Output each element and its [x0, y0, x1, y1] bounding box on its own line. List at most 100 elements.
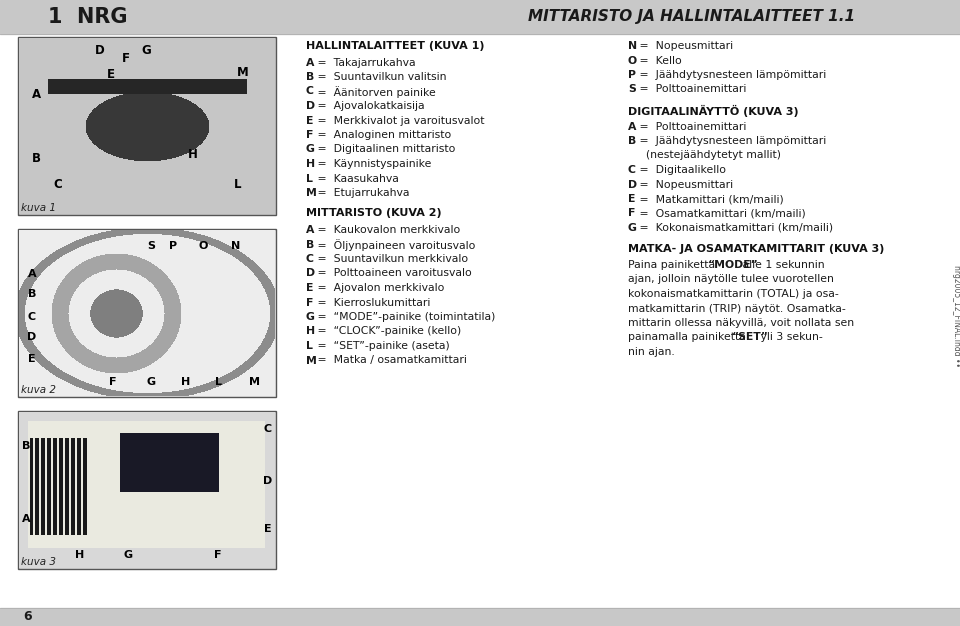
Text: P: P — [628, 70, 636, 80]
Text: =  Digitaalinen mittaristo: = Digitaalinen mittaristo — [314, 145, 455, 155]
Text: MITTARISTO JA HALLINTALAITTEET 1.1: MITTARISTO JA HALLINTALAITTEET 1.1 — [528, 9, 855, 24]
Text: kuva 1: kuva 1 — [21, 203, 56, 213]
Text: MATKA- JA OSAMATKAMITTARIT (KUVA 3): MATKA- JA OSAMATKAMITTARIT (KUVA 3) — [628, 244, 884, 254]
Text: A: A — [22, 514, 31, 524]
Text: “MODE”: “MODE” — [708, 260, 758, 270]
Text: =  Matkamittari (km/maili): = Matkamittari (km/maili) — [636, 194, 783, 204]
Text: F: F — [109, 377, 117, 387]
Text: kokonaismatkamittarin (TOTAL) ja osa-: kokonaismatkamittarin (TOTAL) ja osa- — [628, 289, 839, 299]
Text: M: M — [250, 377, 260, 387]
Text: O: O — [199, 241, 207, 251]
Text: E: E — [28, 354, 36, 364]
Text: =  Merkkivalot ja varoitusvalot: = Merkkivalot ja varoitusvalot — [314, 116, 485, 125]
Text: G: G — [306, 145, 315, 155]
Text: G: G — [628, 223, 636, 233]
Bar — [18, 411, 276, 569]
Text: C: C — [264, 424, 272, 434]
Text: F: F — [628, 208, 636, 218]
Text: N: N — [231, 241, 241, 251]
Text: “SET”: “SET” — [732, 332, 768, 342]
Text: B: B — [32, 153, 40, 165]
Text: B: B — [628, 136, 636, 146]
Text: H: H — [306, 159, 315, 169]
Text: C: C — [54, 178, 62, 192]
Text: D: D — [263, 476, 273, 486]
Text: B: B — [306, 72, 314, 82]
Text: E: E — [306, 283, 313, 293]
Text: alle 1 sekunnin: alle 1 sekunnin — [739, 260, 825, 270]
Text: =  Suuntavilkun valitsin: = Suuntavilkun valitsin — [314, 72, 446, 82]
Text: P: P — [169, 241, 177, 251]
Text: H: H — [76, 550, 84, 560]
Text: =  Jäähdytysnesteen lämpömittari: = Jäähdytysnesteen lämpömittari — [636, 136, 827, 146]
Text: =  Kaukovalon merkkivalo: = Kaukovalon merkkivalo — [314, 225, 460, 235]
Text: mittarin ollessa näkyvillä, voit nollata sen: mittarin ollessa näkyvillä, voit nollata… — [628, 318, 854, 328]
Text: M: M — [237, 66, 249, 78]
Text: A: A — [28, 269, 36, 279]
Text: B: B — [28, 289, 36, 299]
Text: L: L — [214, 377, 222, 387]
Text: nin ajan.: nin ajan. — [628, 347, 675, 357]
Text: =  Analoginen mittaristo: = Analoginen mittaristo — [314, 130, 451, 140]
Text: G: G — [124, 550, 132, 560]
Text: =  Polttoainemittari: = Polttoainemittari — [636, 85, 746, 95]
Text: =  Jäähdytysnesteen lämpömittari: = Jäähdytysnesteen lämpömittari — [636, 70, 827, 80]
Text: G: G — [306, 312, 315, 322]
Text: B: B — [22, 441, 30, 451]
Text: =  “CLOCK”-painike (kello): = “CLOCK”-painike (kello) — [314, 327, 461, 337]
Text: H: H — [188, 148, 198, 162]
Text: O: O — [628, 56, 637, 66]
Text: D: D — [28, 332, 36, 342]
Text: L: L — [234, 178, 242, 192]
Text: E: E — [264, 524, 272, 534]
Text: G: G — [147, 377, 156, 387]
Text: D: D — [306, 269, 315, 279]
Text: DIGITAALINÄYTTÖ (KUVA 3): DIGITAALINÄYTTÖ (KUVA 3) — [628, 105, 799, 117]
Text: =  Matka / osamatkamittari: = Matka / osamatkamittari — [314, 356, 467, 366]
Text: A: A — [306, 58, 314, 68]
Text: =  Osamatkamittari (km/maili): = Osamatkamittari (km/maili) — [636, 208, 805, 218]
Text: H: H — [181, 377, 191, 387]
Text: nrg2005_12_FINAL.indd ••: nrg2005_12_FINAL.indd •• — [951, 265, 960, 367]
Text: A: A — [628, 121, 636, 131]
Text: F: F — [306, 130, 313, 140]
Text: =  Öljynpaineen varoitusvalo: = Öljynpaineen varoitusvalo — [314, 240, 475, 252]
Text: Paina painiketta: Paina painiketta — [628, 260, 719, 270]
Text: =  Polttoaineen varoitusvalo: = Polttoaineen varoitusvalo — [314, 269, 471, 279]
Text: S: S — [628, 85, 636, 95]
Text: A: A — [306, 225, 314, 235]
Text: =  Ajovalokatkaisija: = Ajovalokatkaisija — [314, 101, 424, 111]
Text: =  Ajovalon merkkivalo: = Ajovalon merkkivalo — [314, 283, 444, 293]
Bar — [18, 37, 276, 215]
Text: painamalla painiketta: painamalla painiketta — [628, 332, 750, 342]
Text: (nestejäähdytetyt mallit): (nestejäähdytetyt mallit) — [646, 150, 781, 160]
Text: D: D — [628, 180, 637, 190]
Text: =  Käynnistyspainike: = Käynnistyspainike — [314, 159, 431, 169]
Text: =  “SET”-painike (aseta): = “SET”-painike (aseta) — [314, 341, 449, 351]
Bar — [0, 0, 960, 34]
Text: =  Nopeusmittari: = Nopeusmittari — [636, 180, 733, 190]
Text: =  “MODE”-painike (toimintatila): = “MODE”-painike (toimintatila) — [314, 312, 495, 322]
Text: F: F — [214, 550, 222, 560]
Text: F: F — [122, 53, 130, 66]
Text: G: G — [141, 44, 151, 58]
Text: yli 3 sekun-: yli 3 sekun- — [757, 332, 823, 342]
Text: kuva 3: kuva 3 — [21, 557, 56, 567]
Text: B: B — [306, 240, 314, 250]
Text: ajan, jolloin näytölle tulee vuorotellen: ajan, jolloin näytölle tulee vuorotellen — [628, 274, 834, 284]
Text: N: N — [628, 41, 637, 51]
Text: A: A — [32, 88, 40, 101]
Text: 6: 6 — [24, 610, 33, 622]
Bar — [18, 229, 276, 397]
Text: =  Kierroslukumittari: = Kierroslukumittari — [314, 297, 430, 307]
Text: MITTARISTO (KUVA 2): MITTARISTO (KUVA 2) — [306, 208, 442, 218]
Text: L: L — [306, 341, 313, 351]
Text: S: S — [147, 241, 155, 251]
Text: E: E — [628, 194, 636, 204]
Bar — [0, 608, 960, 626]
Text: E: E — [306, 116, 313, 125]
Text: H: H — [306, 327, 315, 337]
Text: F: F — [306, 297, 313, 307]
Text: =  Kokonaismatkamittari (km/maili): = Kokonaismatkamittari (km/maili) — [636, 223, 833, 233]
Text: C: C — [628, 165, 636, 175]
